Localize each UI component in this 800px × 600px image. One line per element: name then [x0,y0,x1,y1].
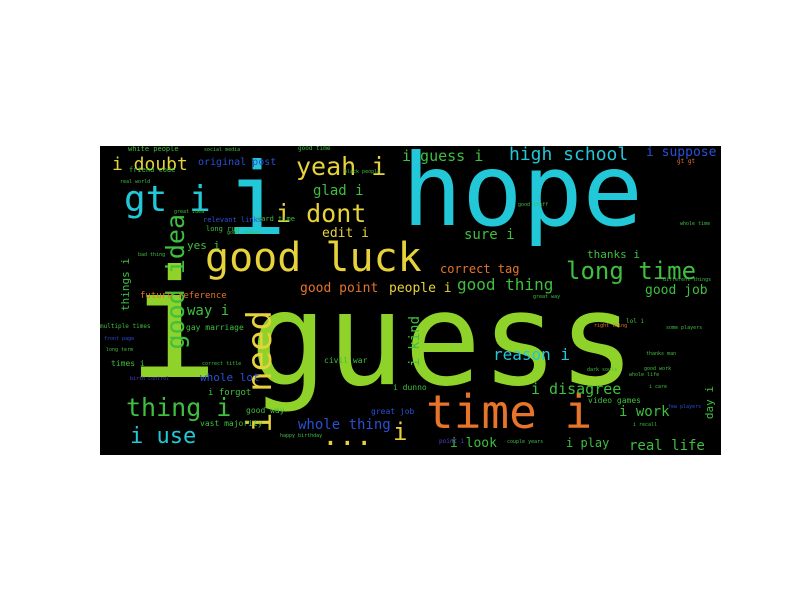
word-hard-time: hard time [257,215,295,223]
word-good-thing: good thing [457,275,554,294]
word-good-point: good point [300,281,379,296]
word-some-players: some players [666,325,703,331]
word-people-i: people i [389,281,452,296]
word-good-time: good time [298,146,331,152]
word-civil-war: civil war [324,356,368,365]
word-gay-marriage: gay marriage [186,323,244,332]
word-social-media: social media [204,147,241,153]
word-real-life: real life [629,438,705,454]
word-i-mid: i [226,146,287,258]
word-good-luck: good luck [205,235,422,281]
word-good-stuff: good stuff [518,202,549,208]
word-original-post: original post [198,157,277,168]
word-great-idea: great idea [174,209,205,215]
word-day-i: day i [703,386,716,420]
word-yes-i: yes i [187,239,221,252]
word-high-school: high school [509,146,629,165]
word-hope: hope [402,146,643,249]
word-sure-i: sure i [464,227,515,243]
word-whole-thing: whole thing [298,417,391,433]
word-different-things: different things [663,277,712,283]
word-good-job: good job [645,283,708,298]
word-long-time: long time [566,257,697,285]
word-long-run: long run [206,225,240,233]
word-reason-i: reason i [493,345,571,364]
word-real-world: real world [120,179,151,185]
word-edit-i: edit i [322,226,369,241]
word-go-gt: gt gt [677,158,696,165]
word-i-kind: i kind [407,316,423,367]
word-way-i: way i [187,303,230,319]
word-white-people: white people [128,146,179,153]
word-i-guess-i: i guess i [402,147,484,165]
word-thanks-i: thanks i [587,248,640,261]
word-things-i: things i [119,258,132,311]
word-cloud: guess hope i i time i good luck i need g… [100,146,721,455]
word-long-term: long term [106,347,134,353]
word-thing-i: thing i [126,393,232,422]
word-correct-tag: correct tag [440,262,520,276]
word-few-players: few players [668,404,702,410]
word-black-people: black people [344,169,381,175]
word-future-reference: future reference [140,291,227,301]
word-friend-code: friend code [129,166,176,174]
word-i-play: i play [566,436,610,450]
word-whole-time: whole time [680,221,711,227]
word-multiple-times: multiple times [100,323,151,330]
word-times-i: times i [111,359,145,368]
word-good-reason: good reason [227,230,261,236]
word-i-look: i look [450,436,497,451]
word-vast-majority: vast majority [200,419,263,428]
word-front-page: front page [104,336,135,342]
word-i-small: i [393,418,408,446]
word-whole-life: whole life [629,372,660,378]
word-i-forgot: i forgot [208,388,252,398]
word-i-use: i use [130,424,197,449]
word-glad-i: glad i [313,183,364,199]
word-great-way: great way [533,294,561,300]
word-good-work: good work [644,366,672,372]
word-good-idea: good idea [161,214,190,350]
word-good-way: good way [246,406,285,415]
word-guess: guess [250,266,636,415]
word-lol-i: lol i [626,318,645,325]
word-video-games: video games [588,396,641,405]
word-i-doubt: i doubt [112,154,188,175]
word-happy-birthday: happy birthday [280,433,323,439]
word-great-job: great job [371,407,415,416]
word-relevant-links: relevant links [203,216,263,224]
word-couple-years: couple years [507,439,544,445]
word-i-care: i care [649,384,668,390]
word-gt-i: gt i [124,179,211,220]
word-i-work: i work [619,404,670,420]
word-right-thing: right thing [594,323,628,329]
word-point-i: point i [439,438,465,445]
word-i-suppose: i suppose [646,146,717,160]
word-i-dunno: i dunno [393,383,427,392]
word-birth-control: birth control [130,376,170,382]
word-i-disagree: i disagree [531,380,622,398]
word-time-i: time i [426,385,593,439]
word-thanks-man: thanks man [646,351,677,357]
word-i-dont: i dont [276,199,367,228]
word-i-recall: i recall [633,422,658,428]
word-i-big: i [128,239,219,413]
word-yeah-i: yeah i [296,152,387,181]
word-bad-thing: bad thing [138,252,166,258]
word-ellipsis: ... [322,419,373,452]
word-whole-lot: whole lot [200,371,260,384]
word-dark-souls: dark souls [587,367,618,373]
word-correct-title: correct title [202,361,242,367]
